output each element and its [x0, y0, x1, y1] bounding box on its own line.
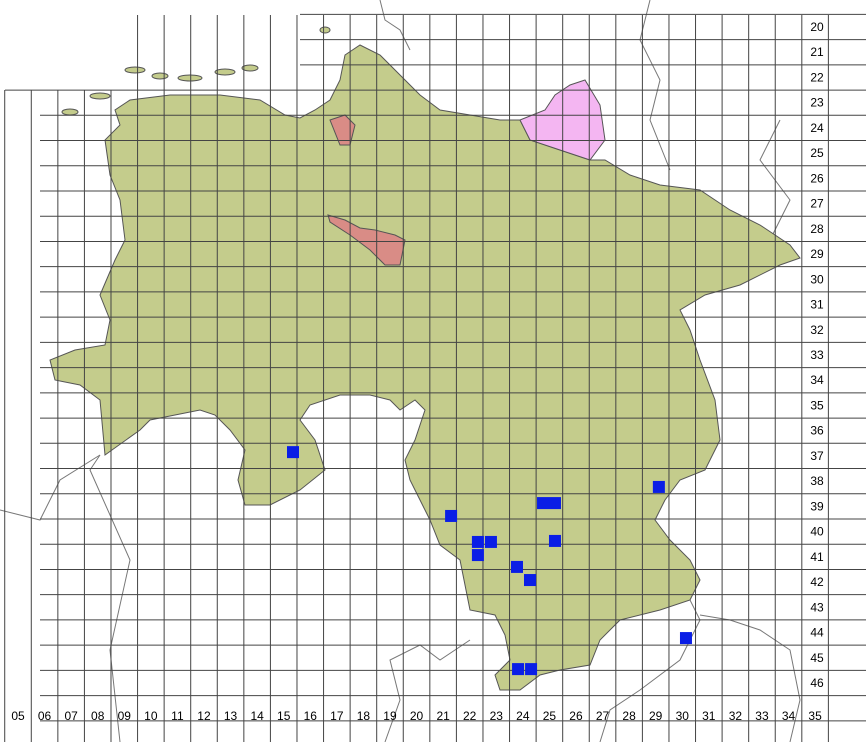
column-label: 27 — [596, 709, 610, 723]
occurrence-marker — [286, 446, 299, 459]
occurrence-marker — [679, 632, 692, 645]
column-label: 08 — [91, 709, 105, 723]
column-label: 06 — [38, 709, 52, 723]
row-label: 41 — [810, 550, 824, 564]
island — [214, 68, 236, 76]
column-label: 13 — [224, 709, 238, 723]
row-label: 26 — [810, 171, 824, 185]
row-label: 23 — [810, 96, 824, 110]
row-label: 24 — [810, 121, 824, 135]
occurrence-marker — [537, 497, 550, 510]
column-label: 26 — [569, 709, 583, 723]
row-label: 33 — [810, 348, 824, 362]
column-label: 24 — [516, 709, 530, 723]
map-grid — [4, 13, 866, 742]
row-label: 35 — [810, 398, 824, 412]
island — [241, 64, 259, 72]
column-label: 21 — [436, 709, 450, 723]
occurrence-marker — [445, 509, 458, 522]
column-label: 05 — [11, 709, 25, 723]
bremen-region — [327, 214, 406, 266]
row-label: 42 — [810, 575, 824, 589]
column-label: 30 — [676, 709, 690, 723]
occurrence-marker — [510, 560, 523, 573]
occurrence-marker — [548, 534, 561, 547]
row-label: 46 — [810, 676, 824, 690]
column-label: 10 — [144, 709, 158, 723]
column-label: 19 — [383, 709, 397, 723]
column-label: 31 — [702, 709, 716, 723]
occurrence-marker — [512, 663, 525, 676]
row-label: 22 — [810, 70, 824, 84]
column-label: 33 — [755, 709, 769, 723]
column-label: 29 — [649, 709, 663, 723]
island — [319, 26, 331, 34]
column-label: 17 — [330, 709, 344, 723]
row-label: 32 — [810, 323, 824, 337]
column-label: 15 — [277, 709, 291, 723]
column-label: 16 — [304, 709, 318, 723]
row-label: 40 — [810, 525, 824, 539]
row-label: 36 — [810, 424, 824, 438]
row-label: 45 — [810, 651, 824, 665]
column-label: 34 — [782, 709, 796, 723]
occurrence-marker — [524, 574, 537, 587]
row-label: 34 — [810, 373, 824, 387]
row-label: 37 — [810, 449, 824, 463]
occurrence-marker — [525, 663, 538, 676]
column-label: 07 — [64, 709, 78, 723]
column-label: 12 — [197, 709, 211, 723]
row-label: 29 — [810, 247, 824, 261]
column-label: 11 — [171, 709, 184, 723]
column-label: 14 — [250, 709, 264, 723]
occurrence-marker — [471, 549, 484, 562]
row-label: 21 — [810, 45, 824, 59]
occurrence-marker — [548, 497, 561, 510]
column-label: 23 — [490, 709, 504, 723]
column-label: 28 — [622, 709, 636, 723]
island — [177, 74, 203, 82]
row-label: 27 — [810, 197, 824, 211]
column-label: 35 — [808, 709, 822, 723]
row-label: 31 — [810, 298, 824, 312]
row-label: 44 — [810, 626, 824, 640]
island — [124, 66, 146, 74]
column-label: 32 — [729, 709, 743, 723]
row-label: 20 — [810, 20, 824, 34]
row-label: 38 — [810, 474, 824, 488]
column-label: 22 — [463, 709, 477, 723]
row-label: 39 — [810, 499, 824, 513]
column-label: 18 — [357, 709, 371, 723]
island — [61, 108, 79, 116]
occurrence-marker — [471, 535, 484, 548]
column-label: 25 — [543, 709, 557, 723]
row-label: 28 — [810, 222, 824, 236]
island — [89, 92, 111, 100]
occurrence-marker — [652, 480, 665, 493]
row-label: 25 — [810, 146, 824, 160]
column-label: 09 — [118, 709, 132, 723]
neighbour-borders — [0, 0, 801, 742]
island — [151, 72, 169, 80]
column-label: 20 — [410, 709, 424, 723]
row-label: 30 — [810, 272, 824, 286]
occurrence-marker — [484, 535, 497, 548]
row-label: 43 — [810, 600, 824, 614]
